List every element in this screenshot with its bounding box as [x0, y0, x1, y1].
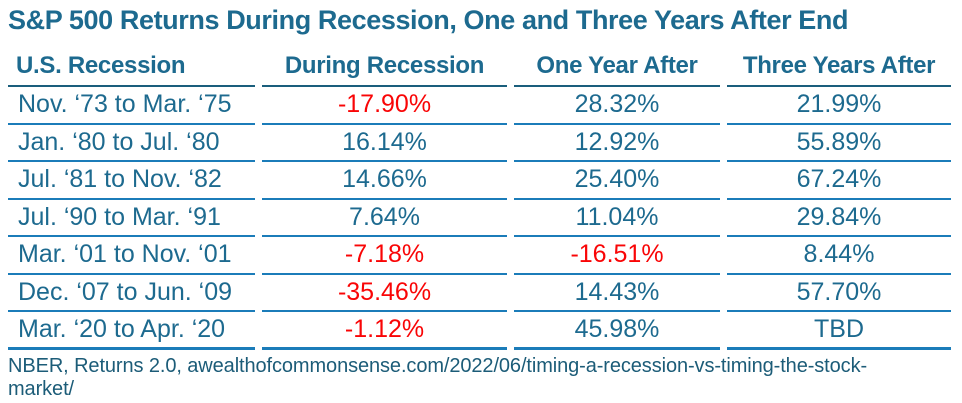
during-recession-cell: 7.64% [262, 200, 507, 237]
one-year-after-cell: 25.40% [514, 162, 720, 200]
one-year-after-cell: 28.32% [514, 87, 720, 125]
table-row: Dec. ‘07 to Jun. ‘09 -35.46% 14.43% 57.7… [8, 275, 951, 312]
three-years-after-cell: TBD [727, 312, 951, 350]
during-recession-cell: -7.18% [262, 237, 507, 275]
column-header-one-year-after: One Year After [514, 42, 720, 87]
table-row: Mar. ‘01 to Nov. ‘01 -7.18% -16.51% 8.44… [8, 237, 951, 275]
three-years-after-cell: 21.99% [727, 87, 951, 125]
three-years-after-cell: 57.70% [727, 275, 951, 312]
one-year-after-cell: 45.98% [514, 312, 720, 350]
table-row: Nov. ‘73 to Mar. ‘75 -17.90% 28.32% 21.9… [8, 87, 951, 125]
recession-period-cell: Jul. ‘90 to Mar. ‘91 [8, 200, 255, 237]
one-year-after-cell: 14.43% [514, 275, 720, 312]
three-years-after-cell: 55.89% [727, 125, 951, 162]
table-row: Jul. ‘90 to Mar. ‘91 7.64% 11.04% 29.84% [8, 200, 951, 237]
page-title: S&P 500 Returns During Recession, One an… [8, 5, 849, 35]
recession-period-cell: Jul. ‘81 to Nov. ‘82 [8, 162, 255, 200]
three-years-after-cell: 67.24% [727, 162, 951, 200]
column-header-three-years-after: Three Years After [727, 42, 951, 87]
column-header-during-recession: During Recession [262, 42, 507, 87]
recession-period-cell: Mar. ‘20 to Apr. ‘20 [8, 312, 255, 350]
one-year-after-cell: -16.51% [514, 237, 720, 275]
table-header-row: U.S. Recession During Recession One Year… [8, 42, 951, 87]
recession-period-cell: Nov. ‘73 to Mar. ‘75 [8, 87, 255, 125]
one-year-after-cell: 12.92% [514, 125, 720, 162]
recession-period-cell: Jan. ‘80 to Jul. ‘80 [8, 125, 255, 162]
three-years-after-cell: 8.44% [727, 237, 951, 275]
recession-period-cell: Mar. ‘01 to Nov. ‘01 [8, 237, 255, 275]
during-recession-cell: 14.66% [262, 162, 507, 200]
recession-period-cell: Dec. ‘07 to Jun. ‘09 [8, 275, 255, 312]
source-note: NBER, Returns 2.0, awealthofcommonsense.… [8, 354, 868, 400]
table-row: Jul. ‘81 to Nov. ‘82 14.66% 25.40% 67.24… [8, 162, 951, 200]
during-recession-cell: -17.90% [262, 87, 507, 125]
during-recession-cell: -35.46% [262, 275, 507, 312]
table-row: Jan. ‘80 to Jul. ‘80 16.14% 12.92% 55.89… [8, 125, 951, 162]
table-row: Mar. ‘20 to Apr. ‘20 -1.12% 45.98% TBD [8, 312, 951, 350]
column-header-us-recession: U.S. Recession [8, 42, 255, 87]
during-recession-cell: -1.12% [262, 312, 507, 350]
three-years-after-cell: 29.84% [727, 200, 951, 237]
returns-table: U.S. Recession During Recession One Year… [8, 42, 951, 350]
one-year-after-cell: 11.04% [514, 200, 720, 237]
during-recession-cell: 16.14% [262, 125, 507, 162]
